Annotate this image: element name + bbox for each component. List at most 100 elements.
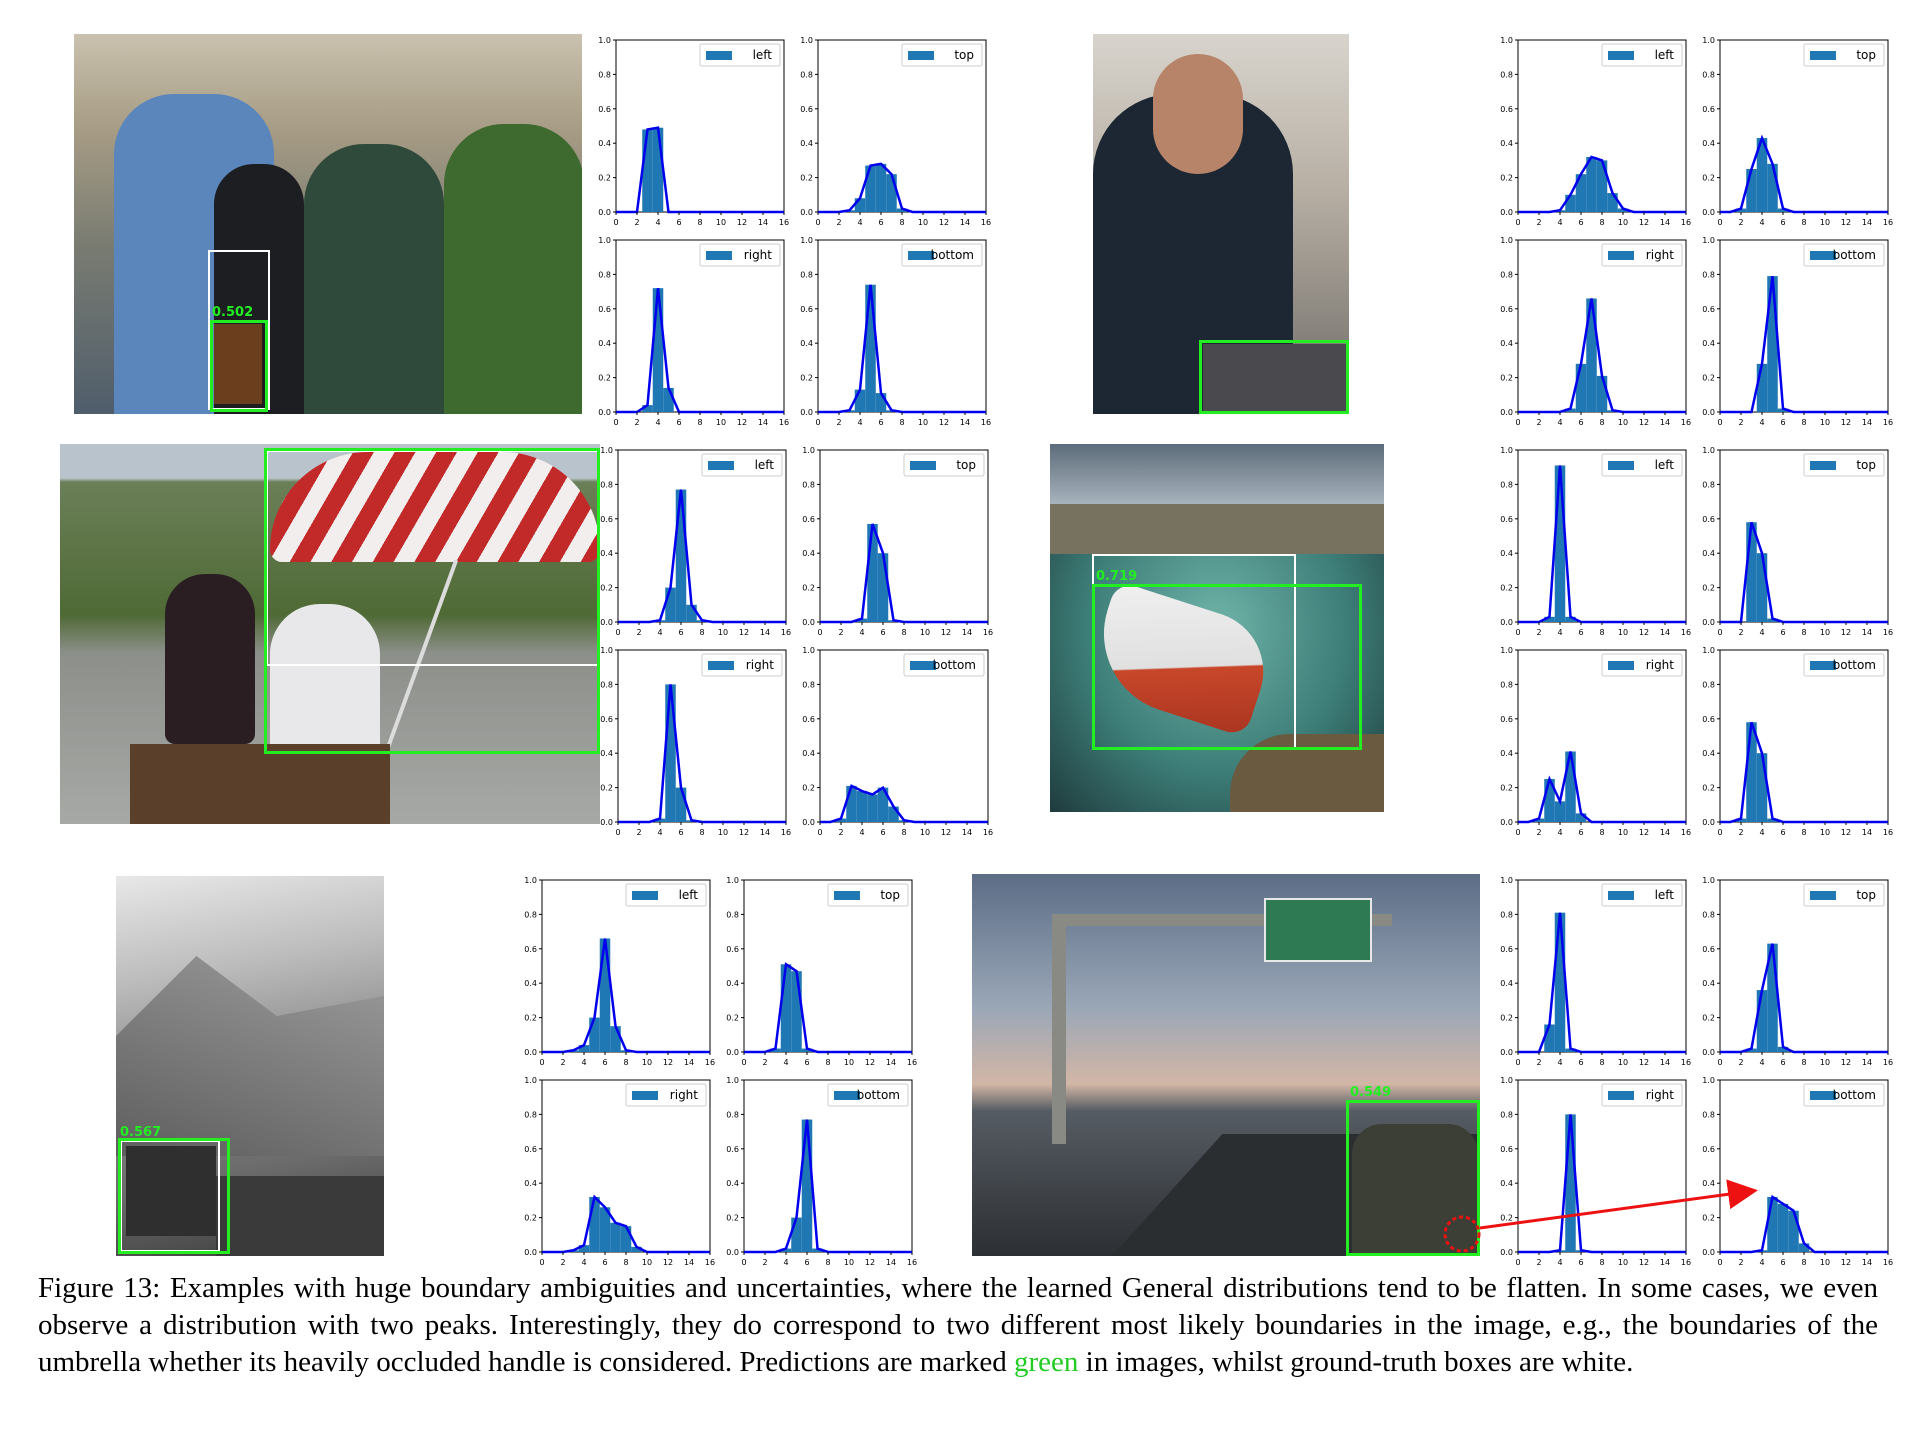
histogram-bar	[1544, 616, 1555, 622]
x-tick-label: 4	[1759, 1258, 1764, 1267]
histogram-bar	[1798, 1243, 1810, 1252]
x-tick-label: 10	[920, 628, 930, 637]
x-tick-label: 16	[1883, 1058, 1893, 1067]
x-tick-label: 16	[1681, 1058, 1691, 1067]
y-tick-label: 0.2	[1702, 584, 1715, 593]
x-tick-label: 8	[1599, 418, 1604, 427]
x-tick-label: 10	[1618, 1258, 1628, 1267]
x-tick-label: 12	[663, 1058, 673, 1067]
y-tick-label: 0.8	[800, 270, 813, 279]
x-tick-label: 16	[981, 218, 991, 227]
histogram-umbrella-left: 0.0 0.2 0.4 0.6 0.8 1.0 0 2 4 6 8 10 12 14 16 left	[596, 444, 792, 644]
legend-label: bottom	[1833, 1088, 1876, 1102]
distribution-line	[542, 1194, 710, 1254]
legend-swatch	[708, 661, 734, 670]
legend-swatch	[1608, 51, 1634, 60]
x-tick-label: 6	[1578, 1258, 1583, 1267]
y-tick-label: 1.0	[1500, 446, 1513, 455]
x-tick-label: 16	[1681, 418, 1691, 427]
x-tick-label: 16	[779, 218, 789, 227]
road-sign	[1264, 898, 1372, 962]
histogram-umbrella-bottom: 0.0 0.2 0.4 0.6 0.8 1.0 0 2 4 6 8 10 12 14 16 bottom	[798, 644, 994, 844]
y-tick-label: 0.0	[1500, 1248, 1513, 1257]
x-tick-label: 0	[1717, 418, 1722, 427]
y-tick-label: 0.6	[1702, 945, 1715, 954]
x-tick-label: 6	[1780, 418, 1785, 427]
histogram-bar	[875, 163, 887, 212]
x-tick-label: 12	[1639, 418, 1649, 427]
y-tick-label: 0.0	[800, 208, 813, 217]
x-tick-label: 0	[815, 418, 820, 427]
y-tick-label: 1.0	[1500, 1076, 1513, 1085]
y-tick-label: 0.0	[726, 1048, 739, 1057]
x-tick-label: 16	[983, 628, 993, 637]
legend-label: left	[753, 48, 773, 62]
histogram-bar	[1788, 1210, 1799, 1252]
y-tick-label: 0.2	[802, 584, 815, 593]
histogram-svg: 0.0 0.2 0.4 0.6 0.8 1.0 0 2 4 6 8 10 12 14 16 top	[726, 876, 917, 1067]
x-tick-label: 2	[836, 218, 841, 227]
photo-bus-passengers: 0.502	[74, 34, 582, 414]
histogram-boat-right: 0.0 0.2 0.4 0.6 0.8 1.0 0 2 4 6 8 10 12 14 16 right	[1496, 644, 1692, 844]
x-tick-label: 4	[783, 1258, 788, 1267]
histogram-bar	[865, 165, 876, 212]
figure-caption: Figure 13: Examples with huge boundary a…	[38, 1270, 1878, 1381]
y-tick-label: 0.0	[524, 1248, 537, 1257]
legend-box	[1601, 453, 1683, 477]
prediction-score: 0.567	[120, 1125, 162, 1140]
histogram-bar	[686, 604, 697, 622]
distribution-line	[818, 162, 986, 214]
legend-swatch	[1608, 251, 1634, 260]
legend-box	[701, 653, 783, 677]
legend-box	[1803, 653, 1885, 677]
histogram-bar	[1746, 522, 1757, 622]
x-tick-label: 14	[1862, 418, 1872, 427]
x-tick-label: 14	[1862, 1058, 1872, 1067]
caption-green-word: green	[1014, 1346, 1079, 1378]
legend-box	[827, 883, 909, 907]
x-tick-label: 12	[1841, 418, 1851, 427]
x-tick-label: 14	[684, 1058, 694, 1067]
histogram-svg: 0.0 0.2 0.4 0.6 0.8 1.0 0 2 4 6 8 10 12 14 16 left	[524, 876, 715, 1067]
y-tick-label: 0.0	[1702, 818, 1715, 827]
y-tick-label: 0.6	[524, 1145, 537, 1154]
prediction-box	[118, 1138, 230, 1254]
x-tick-label: 6	[1780, 1058, 1785, 1067]
y-tick-label: 0.6	[600, 515, 613, 524]
x-tick-label: 0	[741, 1258, 746, 1267]
sky	[1050, 444, 1384, 504]
histogram-svg: 0.0 0.2 0.4 0.6 0.8 1.0 0 2 4 6 8 10 12 14 16 left	[598, 36, 789, 227]
histogram-bar	[1554, 465, 1566, 622]
y-tick-label: 0.8	[1702, 680, 1715, 689]
x-tick-label: 12	[1639, 628, 1649, 637]
y-tick-label: 0.0	[1500, 1048, 1513, 1057]
x-tick-label: 6	[678, 828, 683, 837]
y-tick-label: 0.6	[1500, 105, 1513, 114]
legend-label: bottom	[857, 1088, 900, 1102]
x-tick-label: 0	[539, 1258, 544, 1267]
histogram-bar	[1767, 618, 1778, 622]
legend-label: bottom	[1833, 658, 1876, 672]
legend-label: left	[1655, 458, 1675, 472]
y-tick-label: 0.2	[1500, 174, 1513, 183]
legend-swatch	[708, 461, 734, 470]
y-tick-label: 0.0	[1702, 618, 1715, 627]
x-tick-label: 0	[1717, 628, 1722, 637]
x-tick-label: 4	[581, 1058, 586, 1067]
y-tick-label: 0.4	[1702, 1179, 1715, 1188]
x-tick-label: 16	[907, 1058, 917, 1067]
histogram-bar	[620, 1226, 632, 1252]
x-tick-label: 12	[1841, 218, 1851, 227]
histogram-bar	[791, 971, 802, 1052]
histogram-svg: 0.0 0.2 0.4 0.6 0.8 1.0 0 2 4 6 8 10 12 14 16 right	[524, 1076, 715, 1267]
y-tick-label: 0.8	[524, 1110, 537, 1119]
x-tick-label: 14	[758, 418, 768, 427]
y-tick-label: 0.6	[726, 945, 739, 954]
histogram-bar	[1735, 818, 1747, 822]
x-tick-label: 0	[1717, 828, 1722, 837]
legend-swatch	[1810, 51, 1836, 60]
y-tick-label: 0.2	[1500, 784, 1513, 793]
x-tick-label: 12	[939, 218, 949, 227]
x-tick-label: 2	[636, 828, 641, 837]
x-tick-label: 2	[836, 418, 841, 427]
